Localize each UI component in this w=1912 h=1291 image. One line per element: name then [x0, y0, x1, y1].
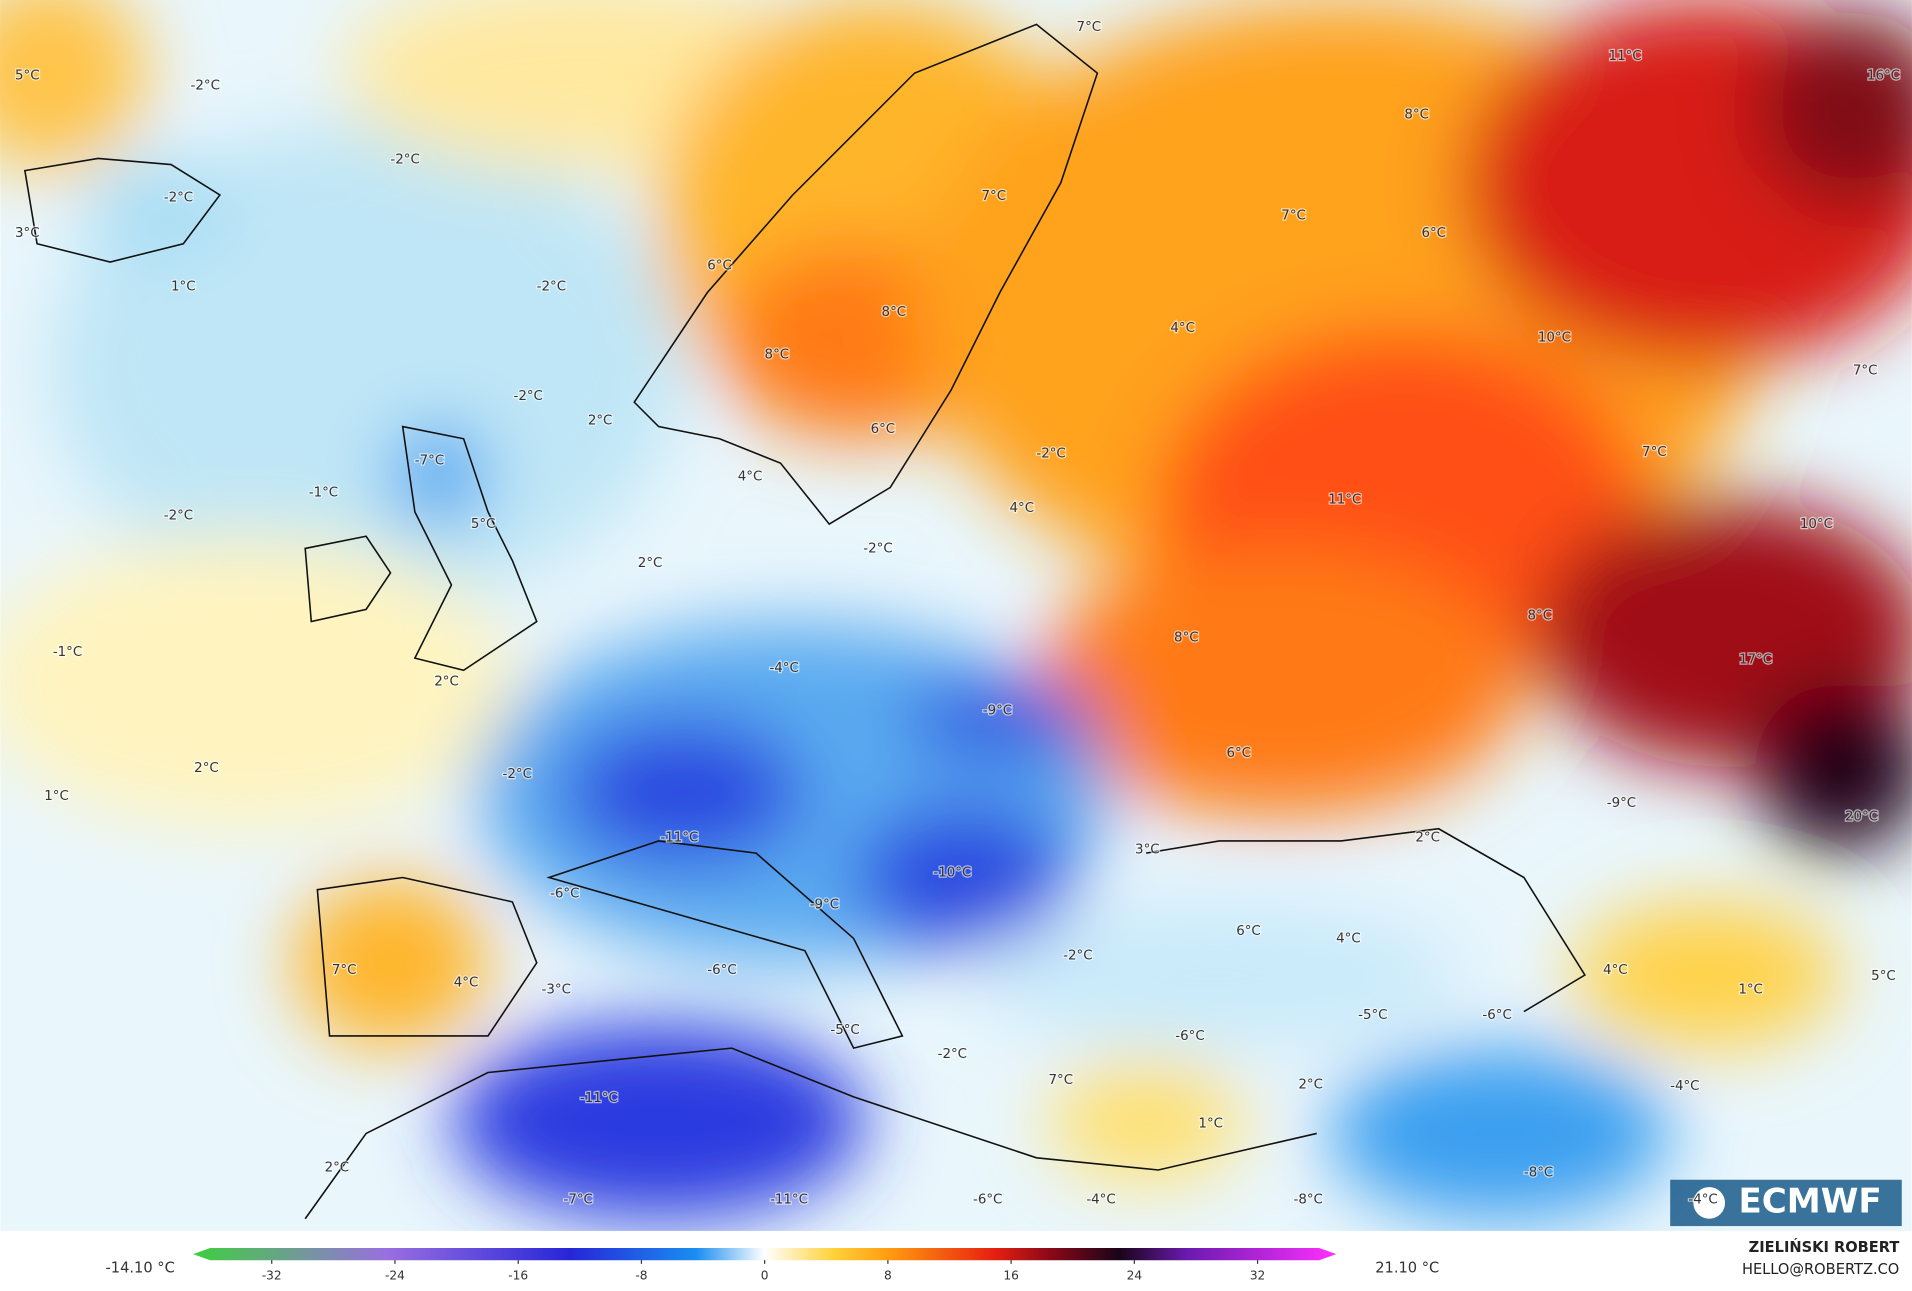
- temperature-label: 17°C: [1739, 652, 1772, 667]
- temperature-label: -8°C: [1524, 1165, 1553, 1180]
- temperature-label: -11°C: [660, 830, 698, 845]
- temperature-label: -6°C: [1482, 1008, 1511, 1023]
- temperature-label: -9°C: [810, 897, 839, 912]
- temperature-label: -6°C: [707, 963, 736, 978]
- colorbar-tick-label: -32: [262, 1269, 282, 1283]
- colorbar-tick-label: 16: [1003, 1269, 1019, 1283]
- temperature-label: -9°C: [983, 704, 1012, 719]
- temperature-label: -2°C: [537, 279, 566, 294]
- temperature-label: -4°C: [1086, 1192, 1115, 1207]
- temperature-label: -2°C: [938, 1047, 967, 1062]
- temperature-label: 1°C: [44, 789, 69, 804]
- temperature-label: 11°C: [1609, 49, 1642, 64]
- temperature-label: -2°C: [164, 190, 193, 205]
- temperature-label: 4°C: [454, 975, 479, 990]
- colorbar-tick-label: 8: [884, 1269, 892, 1283]
- colorbar-max: 21.10 °C: [1375, 1260, 1439, 1277]
- temperature-label: -11°C: [580, 1091, 618, 1106]
- temperature-label: 8°C: [882, 305, 907, 320]
- temperature-label: 8°C: [765, 348, 790, 363]
- credit-email: HELLO@ROBERTZ.CO: [1742, 1261, 1899, 1278]
- temperature-label: -2°C: [1036, 446, 1065, 461]
- temperature-label: -1°C: [309, 485, 338, 500]
- temperature-label: 7°C: [1049, 1073, 1074, 1088]
- temperature-label: 16°C: [1867, 69, 1900, 84]
- temperature-label: 4°C: [1170, 321, 1195, 336]
- temperature-label: 2°C: [638, 556, 663, 571]
- temperature-label: -7°C: [563, 1192, 592, 1207]
- credit-name: ZIELIŃSKI ROBERT: [1749, 1238, 1900, 1256]
- temperature-label: 7°C: [981, 189, 1006, 204]
- temperature-label: -4°C: [1688, 1192, 1717, 1207]
- temperature-label: -1°C: [53, 645, 82, 660]
- temperature-label: 2°C: [1415, 830, 1440, 845]
- temperature-label: -7°C: [415, 454, 444, 469]
- colorbar: [193, 1248, 1336, 1260]
- logo-text: ECMWF: [1738, 1181, 1881, 1221]
- temperature-label: -6°C: [550, 886, 579, 901]
- temperature-label: 7°C: [332, 963, 357, 978]
- temperature-label: 4°C: [1603, 963, 1628, 978]
- temperature-label: 10°C: [1800, 517, 1833, 532]
- temperature-label: 8°C: [1174, 630, 1199, 645]
- temperature-label: 1°C: [1198, 1117, 1223, 1132]
- colorbar-tick-label: 32: [1250, 1269, 1266, 1283]
- temperature-label: 5°C: [471, 517, 496, 532]
- temperature-label: 6°C: [1226, 746, 1251, 761]
- temperature-label: -2°C: [191, 78, 220, 93]
- temperature-label: -6°C: [973, 1192, 1002, 1207]
- temperature-label: 6°C: [871, 422, 896, 437]
- temperature-label: -4°C: [1670, 1079, 1699, 1094]
- colorbar-tick-label: -8: [635, 1269, 647, 1283]
- temperature-label: 2°C: [194, 761, 219, 776]
- temperature-label: 20°C: [1845, 810, 1878, 825]
- temperature-label: 4°C: [738, 470, 763, 485]
- temperature-label: 5°C: [15, 69, 40, 84]
- temperature-label: -2°C: [514, 389, 543, 404]
- temperature-label: 11°C: [1328, 493, 1361, 508]
- temperature-label: -5°C: [1358, 1008, 1387, 1023]
- temperature-label: -5°C: [830, 1023, 859, 1038]
- temperature-label: 2°C: [434, 674, 459, 689]
- temperature-label: 6°C: [707, 259, 732, 274]
- temperature-label: 4°C: [1010, 501, 1035, 516]
- temperature-label: -2°C: [1063, 949, 1092, 964]
- temperature-label: 3°C: [15, 226, 40, 241]
- temperature-label: 4°C: [1336, 931, 1361, 946]
- temperature-label: 5°C: [1871, 969, 1896, 984]
- temperature-label: 7°C: [1642, 445, 1667, 460]
- temperature-label: -3°C: [542, 983, 571, 998]
- temperature-label: 10°C: [1538, 331, 1571, 346]
- temperature-label: 8°C: [1404, 108, 1429, 123]
- colorbar-tick-label: 24: [1127, 1269, 1143, 1283]
- temperature-label: -2°C: [390, 153, 419, 168]
- temperature-label: 6°C: [1421, 226, 1446, 241]
- temperature-label: 7°C: [1077, 20, 1102, 35]
- temperature-label: -9°C: [1607, 796, 1636, 811]
- temperature-label: 8°C: [1527, 608, 1552, 623]
- temperature-label: 7°C: [1853, 364, 1878, 379]
- temperature-label: -4°C: [769, 661, 798, 676]
- temperature-label: 1°C: [1738, 983, 1763, 998]
- temperature-label: 3°C: [1135, 842, 1160, 857]
- temperature-label: 7°C: [1281, 209, 1306, 224]
- colorbar-tick-label: 0: [761, 1269, 769, 1283]
- temperature-label: 2°C: [1298, 1078, 1323, 1093]
- temperature-label: -2°C: [503, 767, 532, 782]
- temperature-label: -10°C: [933, 866, 971, 881]
- temperature-label: 6°C: [1236, 924, 1261, 939]
- colorbar-tick-label: -16: [508, 1269, 528, 1283]
- temperature-label: -6°C: [1175, 1029, 1204, 1044]
- temperature-label: 1°C: [171, 279, 196, 294]
- temperature-label: -11°C: [770, 1192, 808, 1207]
- temperature-label: 2°C: [588, 413, 613, 428]
- temperature-label: 2°C: [325, 1161, 350, 1176]
- colorbar-min: -14.10 °C: [106, 1260, 175, 1277]
- temperature-label: -2°C: [863, 541, 892, 556]
- colorbar-tick-label: -24: [385, 1269, 405, 1283]
- temperature-label: -2°C: [164, 509, 193, 524]
- temperature-label: -8°C: [1294, 1192, 1323, 1207]
